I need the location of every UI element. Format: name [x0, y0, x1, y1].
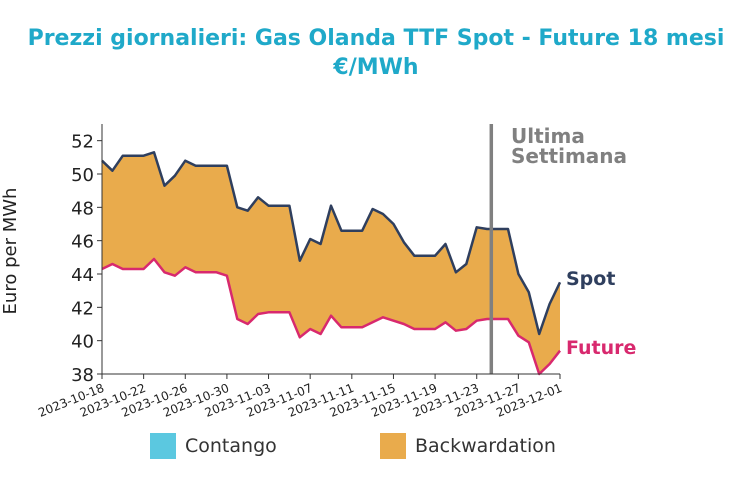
spot-line	[101, 151, 562, 336]
y-tick-label: 48	[71, 198, 94, 219]
legend-backwardation-label: Backwardation	[415, 435, 556, 457]
y-tick-label: 42	[71, 298, 94, 319]
backwardation-area	[102, 152, 560, 374]
y-tick-label: 44	[71, 265, 94, 286]
y-axis-title: Euro per MWh	[0, 188, 21, 315]
spot-label: Spot	[566, 268, 615, 290]
annotation-label-line2: Settimana	[511, 144, 627, 168]
legend-backwardation-swatch	[380, 433, 406, 459]
legend-contango-swatch	[150, 433, 176, 459]
annotation-label-line1: Ultima	[511, 124, 585, 148]
chart-title: Prezzi giornalieri: Gas Olanda TTF Spot …	[0, 24, 752, 82]
y-tick-label: 50	[71, 165, 94, 186]
chart-title-line2: €/MWh	[333, 55, 419, 80]
legend-contango-label: Contango	[185, 435, 277, 457]
y-tick-label: 46	[71, 232, 94, 253]
y-tick-label: 52	[71, 132, 94, 153]
y-tick-label: 40	[71, 332, 94, 353]
y-tick-label: 38	[71, 365, 94, 386]
future-label: Future	[566, 337, 636, 359]
chart-title-line1: Prezzi giornalieri: Gas Olanda TTF Spot …	[27, 26, 725, 51]
legend-backwardation: Backwardation	[380, 432, 556, 460]
future-line	[101, 257, 561, 376]
legend-contango: Contango	[150, 432, 277, 460]
